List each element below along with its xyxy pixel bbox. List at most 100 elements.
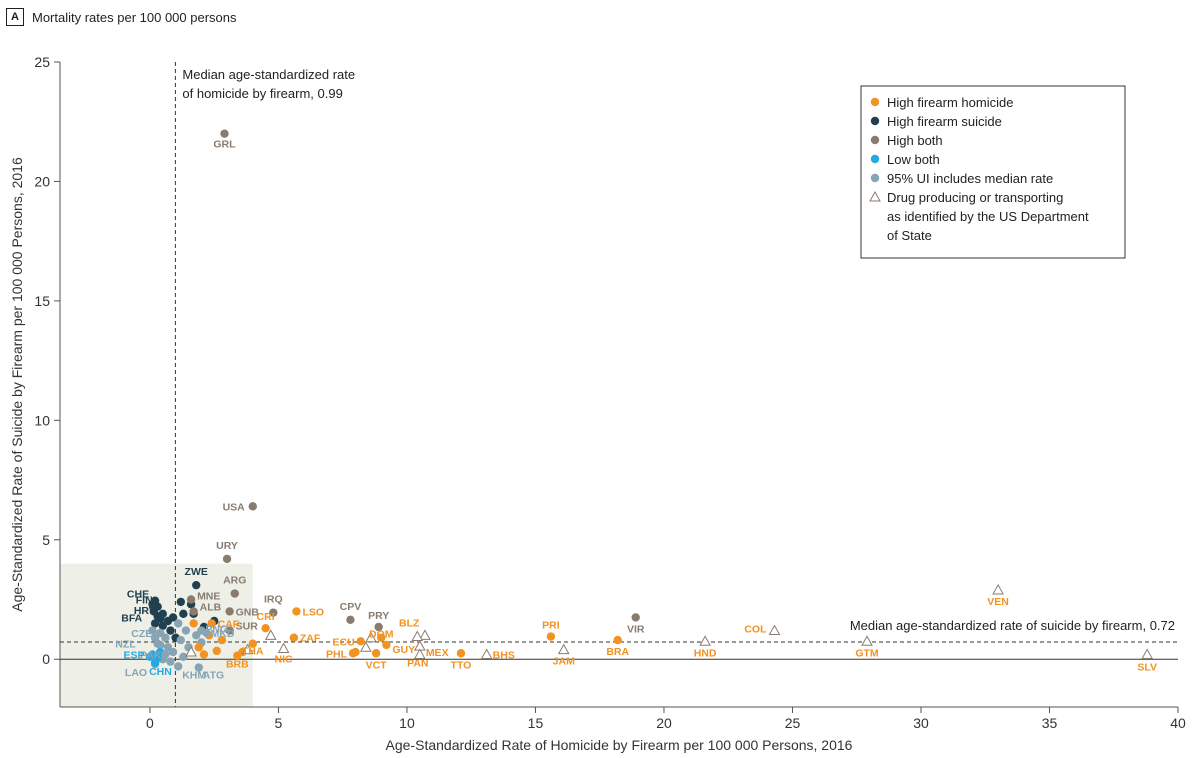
point-nic-triangle (277, 642, 290, 653)
point-blz-triangle (411, 630, 424, 642)
point-dot (168, 613, 178, 622)
point-mkd-dot (202, 628, 211, 638)
point-label-pri: PRI (542, 620, 560, 632)
point-dot (174, 619, 183, 628)
y-tick-label: 25 (34, 54, 50, 70)
x-tick-label: 25 (785, 715, 801, 731)
x-axis-title: Age-Standardized Rate of Homicide by Fir… (386, 737, 853, 753)
point-irq-dot (269, 608, 278, 617)
legend-dot-high-homicide (870, 97, 880, 107)
panel-letter: A (6, 8, 24, 26)
point-label-hnd: HND (694, 647, 717, 659)
legend-dot-ui-includes-median (870, 173, 880, 183)
point-label-nzl: NZL (115, 639, 136, 651)
point-label-fin: FIN (136, 595, 153, 607)
panel-title: Mortality rates per 100 000 persons (32, 9, 237, 25)
point-pri-dot (546, 632, 556, 641)
y-tick-label: 15 (34, 293, 50, 309)
point-label-phl: PHL (326, 648, 348, 660)
point-dot (194, 643, 203, 652)
point-label-arg: ARG (223, 575, 246, 587)
point-tto-dot (456, 649, 466, 658)
point-hnd-triangle (699, 635, 711, 646)
point-label-zaf: ZAF (300, 633, 321, 645)
point-dot (189, 619, 198, 628)
point-guy-dot (382, 640, 391, 650)
point-label-usa: USA (223, 501, 246, 513)
point-cze-dot (156, 628, 165, 638)
point-jam-triangle (557, 643, 570, 655)
median-homicide-label: Median age-standardized rate (182, 67, 355, 82)
point-label-vct: VCT (366, 659, 388, 671)
point-label-pry: PRY (368, 610, 389, 622)
legend-label: High firearm suicide (887, 114, 1002, 129)
point-label-sur: SUR (236, 621, 259, 633)
point-label-grl: GRL (213, 139, 236, 151)
point-fin-dot (153, 602, 162, 611)
point-dot (217, 635, 227, 645)
point-label-pan: PAN (407, 657, 428, 669)
point-ecu-dot (356, 637, 365, 646)
point-label-atg: ATG (203, 670, 224, 682)
point-label-lso: LSO (302, 606, 324, 618)
point-label-col: COL (744, 624, 767, 636)
x-tick-label: 15 (528, 715, 544, 731)
point-nzl-dot (153, 639, 162, 648)
point-alb-dot (189, 607, 198, 616)
point-dot (176, 597, 185, 607)
point-atg-dot (194, 663, 203, 672)
point-grl-dot (220, 129, 229, 138)
point-label-cze: CZE (131, 628, 152, 640)
point-label-png: PNG (205, 624, 228, 636)
point-gtm-triangle (861, 635, 873, 646)
point-bhs-triangle (480, 648, 493, 659)
point-label-cri: CRI (257, 611, 275, 623)
point-dot (181, 626, 191, 635)
point-arg-dot (230, 589, 239, 598)
x-tick-label: 40 (1170, 715, 1186, 731)
point-pak-dot (161, 650, 170, 659)
point-label-dom: DOM (369, 629, 394, 641)
point-col-triangle (768, 624, 781, 636)
point-pry-dot (374, 622, 383, 632)
point-triangle (365, 631, 377, 643)
point-label-ecu: ECU (333, 636, 355, 648)
point-label-irq: IRQ (264, 594, 283, 606)
point-chn-dot (150, 658, 160, 668)
point-mne-dot (186, 595, 196, 604)
point-label-lao: LAO (125, 667, 147, 679)
point-ven-triangle (992, 583, 1004, 595)
point-label-nic: NIC (275, 653, 294, 665)
point-label-gtm: GTM (855, 647, 879, 659)
legend-dot-high-suicide (870, 116, 880, 126)
point-label-alb: ALB (200, 601, 222, 613)
point-label-pak: PAK (140, 649, 162, 661)
x-tick-label: 35 (1042, 715, 1058, 731)
legend-label: High both (887, 133, 943, 148)
point-slv-triangle (1141, 648, 1154, 659)
point-label-cpv: CPV (340, 601, 362, 613)
point-cpv-dot (346, 615, 355, 625)
point-dot (179, 652, 188, 662)
point-usa-dot (248, 502, 257, 511)
legend-label: as identified by the US Department (887, 209, 1089, 224)
point-gnb-dot (225, 607, 234, 616)
point-dot (176, 635, 185, 645)
point-label-tto: TTO (451, 659, 472, 671)
point-tha-dot (248, 639, 257, 648)
point-vct-dot (371, 649, 381, 658)
point-dot (166, 626, 175, 635)
point-brb-dot (233, 651, 242, 660)
point-phl-dot (348, 649, 358, 658)
median-suicide-label: Median age-standardized rate of suicide … (850, 618, 1175, 633)
point-label-bhs: BHS (493, 649, 515, 661)
point-label-chn: CHN (149, 666, 172, 678)
x-tick-label: 30 (913, 715, 929, 731)
point-dot (168, 647, 178, 657)
median-homicide-label: of homicide by firearm, 0.99 (182, 86, 342, 101)
point-label-mne: MNE (197, 591, 220, 603)
x-tick-label: 10 (399, 715, 415, 731)
point-dom-dot (377, 633, 386, 642)
point-bfa-dot (156, 614, 165, 623)
